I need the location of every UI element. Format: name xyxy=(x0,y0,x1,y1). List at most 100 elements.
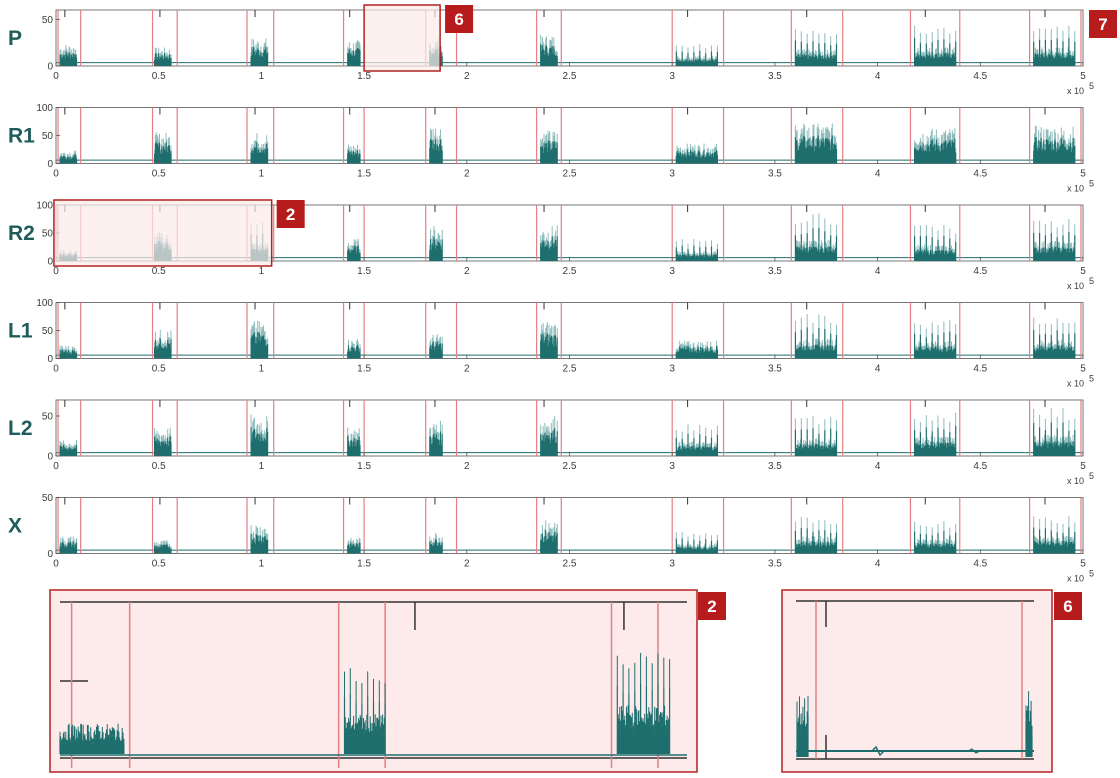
burst xyxy=(347,40,361,66)
zoom-right-badge-bg xyxy=(1054,592,1082,620)
burst-body xyxy=(429,341,443,359)
x-tick-label: 5 xyxy=(1080,364,1086,375)
x-tick-label: 4.5 xyxy=(973,461,987,472)
x-tick-label: 4 xyxy=(875,266,881,277)
burst-peaks xyxy=(347,238,361,254)
channel-label: L1 xyxy=(8,320,33,343)
burst-peaks xyxy=(59,150,77,160)
burst-peaks xyxy=(540,416,558,444)
burst-peaks xyxy=(794,123,837,152)
badge-top-right: 7 xyxy=(1089,10,1117,38)
burst-body xyxy=(794,40,838,66)
x-tick-label: 4.5 xyxy=(973,266,987,277)
zoom-right-burst xyxy=(1025,691,1033,757)
x-tick-label: 1 xyxy=(259,71,265,82)
y-tick-label: 100 xyxy=(36,201,53,212)
x-exponent-label: x 10 xyxy=(1067,86,1084,96)
burst-peaks xyxy=(1033,317,1076,351)
burst xyxy=(675,532,718,554)
burst-body xyxy=(1033,330,1076,359)
burst-peaks xyxy=(154,47,172,60)
burst-peaks xyxy=(794,314,837,351)
burst-body xyxy=(429,236,443,261)
burst xyxy=(429,226,443,261)
burst xyxy=(250,38,269,66)
burst-body xyxy=(914,138,957,164)
burst-peaks xyxy=(794,416,837,449)
badge-top-right-bg xyxy=(1089,10,1117,38)
highlight-badge-2-bg xyxy=(276,200,305,228)
burst-peaks xyxy=(250,133,269,154)
burst xyxy=(675,424,718,456)
burst-peaks xyxy=(675,239,718,258)
x-exponent-label: x 10 xyxy=(1067,281,1084,291)
x-tick-label: 0.5 xyxy=(152,169,166,180)
x-tick-label: 2.5 xyxy=(563,461,577,472)
y-tick-label: 0 xyxy=(47,62,53,73)
burst-body xyxy=(1033,231,1076,261)
zoom-left-badge-bg xyxy=(698,592,726,620)
x-tick-label: 3.5 xyxy=(768,71,782,82)
x-tick-label: 2 xyxy=(464,169,470,180)
burst xyxy=(540,322,558,359)
burst xyxy=(794,213,838,261)
burst xyxy=(429,128,443,164)
panel-l1: 0 50 100 0 0.5 1 1.5 2 2.5 3 3.5 4 4.5 5 x 10 5 L1 xyxy=(8,298,1094,389)
burst xyxy=(347,339,361,359)
zoom-right-burst-peaks xyxy=(796,695,809,736)
burst-peaks xyxy=(675,532,718,550)
zoom-right-frame xyxy=(781,589,1053,773)
burst xyxy=(250,133,269,164)
x-tick-label: 1.5 xyxy=(357,266,371,277)
highlight-boxes: 6 2 7 xyxy=(53,4,1117,267)
burst xyxy=(154,540,172,554)
burst-body xyxy=(250,533,269,554)
burst-peaks xyxy=(675,424,718,451)
x-exponent-label: x 10 xyxy=(1067,184,1084,194)
burst-body xyxy=(347,542,361,554)
zoom-right-burst-body xyxy=(1025,710,1033,757)
highlight-badge-6-bg xyxy=(445,5,474,33)
x-tick-label: 3.5 xyxy=(768,364,782,375)
x-tick-label: 0 xyxy=(53,364,59,375)
x-tick-label: 0.5 xyxy=(152,71,166,82)
burst-body xyxy=(540,530,558,554)
burst-peaks xyxy=(1033,25,1076,59)
axes-frame xyxy=(55,399,1084,457)
zoom-right-badge: 6 xyxy=(1054,592,1082,620)
burst xyxy=(914,521,957,554)
burst-body xyxy=(347,344,361,359)
burst-body xyxy=(914,235,957,261)
zoom-panel-left: 2 xyxy=(49,589,726,773)
burst-peaks xyxy=(540,225,558,250)
x-tick-label: 3.5 xyxy=(768,461,782,472)
burst-peaks xyxy=(250,320,269,346)
x-tick-label: 4.5 xyxy=(973,169,987,180)
burst-peaks xyxy=(347,427,361,447)
burst xyxy=(794,416,838,456)
burst-body xyxy=(347,245,361,261)
burst-peaks xyxy=(914,320,957,352)
x-tick-label: 3 xyxy=(669,364,675,375)
burst xyxy=(154,47,172,66)
burst-peaks xyxy=(154,540,172,550)
x-tick-label: 0.5 xyxy=(152,364,166,375)
burst-body xyxy=(154,436,172,456)
y-tick-label: 100 xyxy=(36,298,53,309)
x-exponent-label: x 10 xyxy=(1067,379,1084,389)
burst-body xyxy=(347,150,361,164)
zoom-left-burst xyxy=(59,723,125,754)
burst-peaks xyxy=(347,40,361,57)
zoom-right-blip xyxy=(967,748,981,754)
burst-body xyxy=(154,338,172,359)
burst xyxy=(675,44,718,66)
burst xyxy=(794,314,838,359)
burst-body xyxy=(794,135,838,164)
highlight-box-2 xyxy=(53,199,273,267)
burst-body xyxy=(429,431,443,456)
x-tick-label: 3 xyxy=(669,266,675,277)
